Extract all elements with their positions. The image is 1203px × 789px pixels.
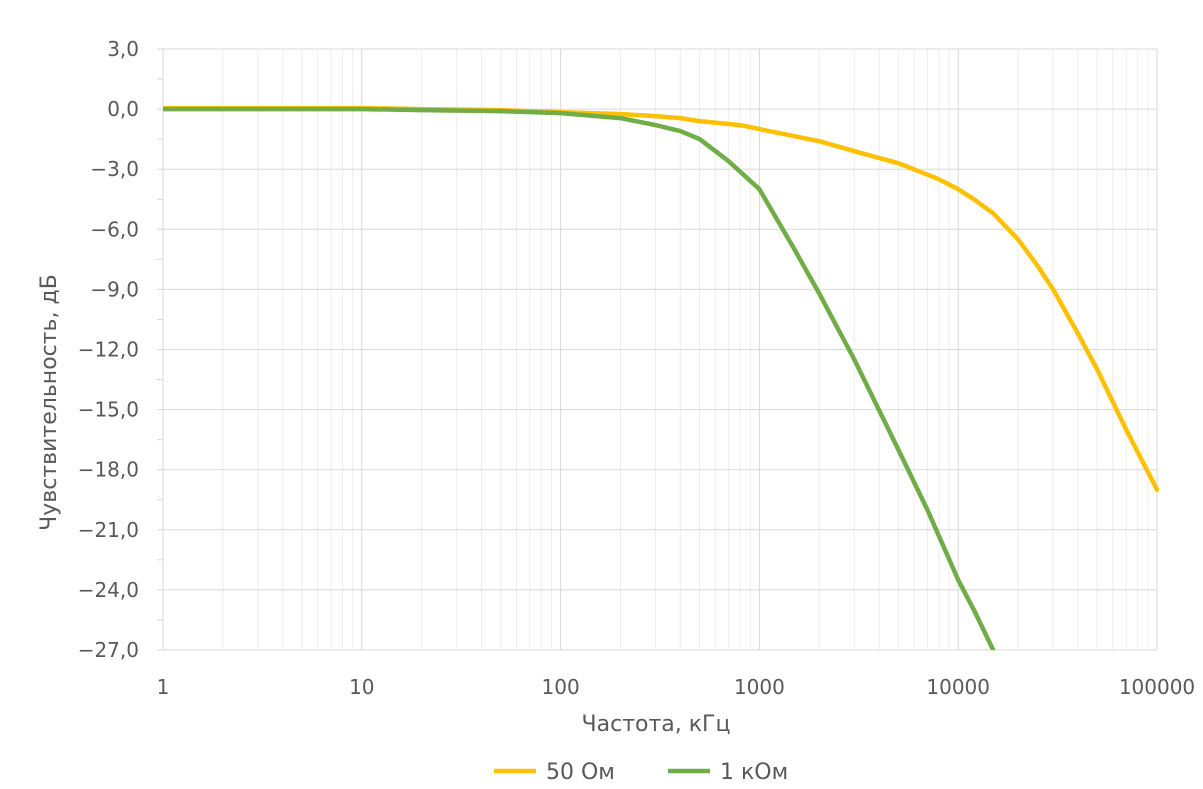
x-tick-label: 100 (542, 675, 580, 699)
legend: 50 Ом 1 кОм (494, 760, 788, 785)
x-tick-label: 1 (157, 675, 170, 699)
major-grid (157, 48, 1158, 651)
data-series (163, 105, 1159, 650)
x-tick-label: 100000 (1119, 675, 1195, 699)
legend-item-2: 1 кОм (668, 760, 788, 785)
legend-label: 1 кОм (720, 760, 788, 785)
x-axis-ticks: 1 10 100 1000 10000 100000 (157, 675, 1196, 699)
y-tick-label: −3,0 (90, 157, 139, 181)
y-axis-ticks: 3,0 0,0 −3,0 −6,0 −9,0 −12,0 −15,0 −18,0 −21,0 −2… (78, 37, 139, 662)
y-tick-label: 0,0 (107, 97, 139, 121)
y-tick-label: −15,0 (78, 398, 139, 422)
y-tick-label: −9,0 (90, 277, 139, 301)
x-tick-label: 10000 (926, 675, 990, 699)
series-line-1 (163, 105, 1159, 492)
y-tick-label: −18,0 (78, 458, 139, 482)
y-axis-title: Чувствительность, дБ (37, 274, 62, 531)
legend-label: 50 Ом (546, 760, 615, 785)
x-axis-title: Частота, кГц (582, 712, 731, 737)
legend-item-1: 50 Ом (494, 760, 615, 785)
y-tick-label: 3,0 (107, 37, 139, 61)
x-tick-label: 1000 (734, 675, 785, 699)
y-tick-label: −27,0 (78, 638, 139, 662)
y-tick-label: −21,0 (78, 518, 139, 542)
x-tick-label: 10 (349, 675, 374, 699)
y-tick-label: −24,0 (78, 578, 139, 602)
y-tick-label: −12,0 (78, 338, 139, 362)
series-line-2 (163, 106, 996, 650)
y-tick-label: −6,0 (90, 217, 139, 241)
